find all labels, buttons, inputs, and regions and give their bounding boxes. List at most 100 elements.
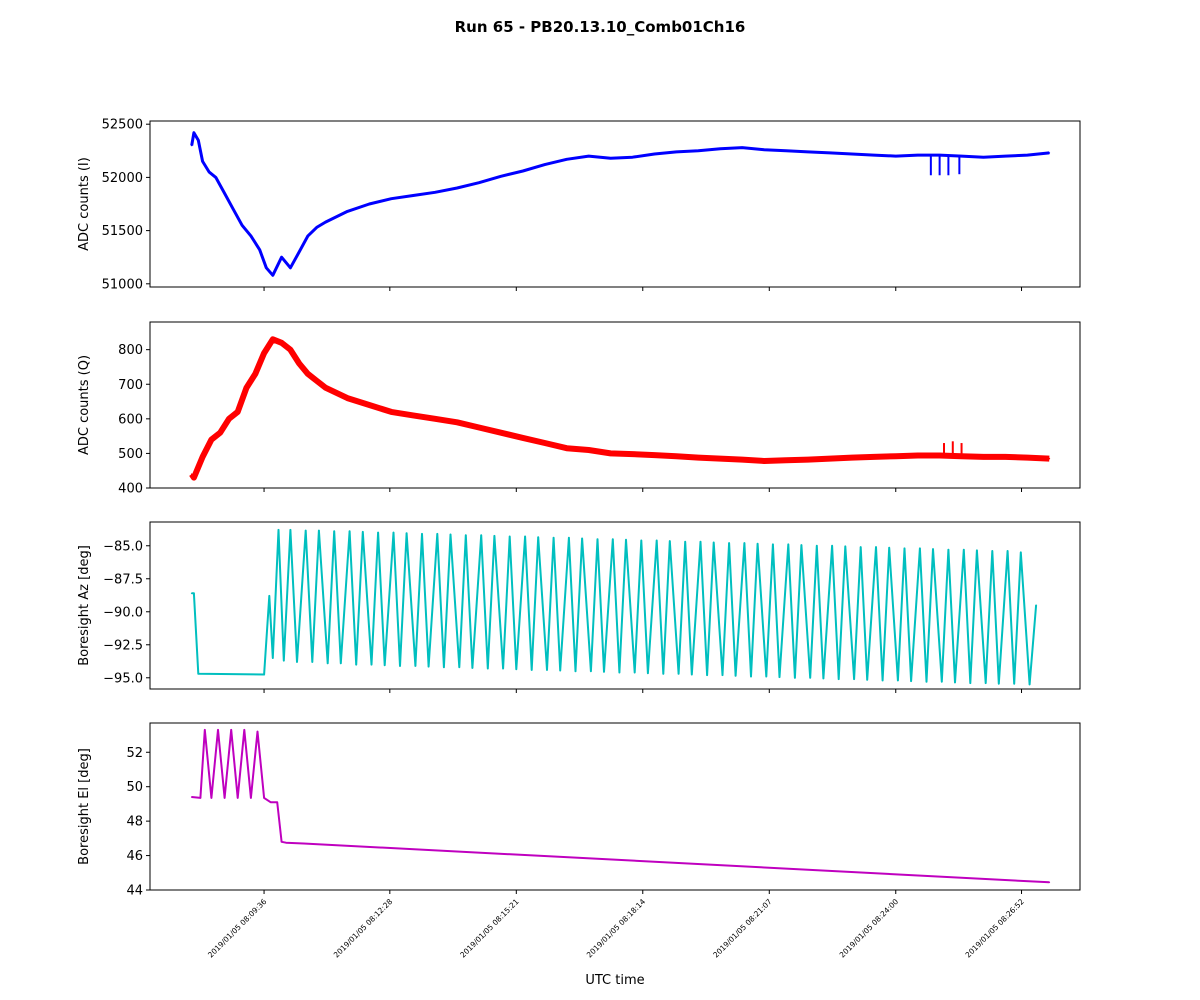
boresight-az-ytick-label: −90.0 xyxy=(103,605,143,620)
adc-q-point xyxy=(1049,458,1051,460)
boresight-az-point xyxy=(691,674,693,676)
boresight-az-point xyxy=(428,666,430,668)
boresight-az-point xyxy=(634,672,636,674)
boresight-az-point xyxy=(941,681,943,683)
adc-q-point xyxy=(412,415,414,417)
boresight-el-point xyxy=(204,729,206,731)
boresight-az-point xyxy=(553,537,555,539)
boresight-az-point xyxy=(910,680,912,682)
adc-i-point xyxy=(369,203,371,205)
boresight-az-point xyxy=(963,549,965,551)
adc-q-point xyxy=(298,363,300,365)
boresight-az-point xyxy=(641,540,643,542)
adc-q-point xyxy=(741,459,743,461)
adc-q-point xyxy=(829,458,831,460)
boresight-az-point xyxy=(992,550,994,552)
boresight-az-point xyxy=(919,548,921,550)
adc-q-point xyxy=(237,411,239,413)
boresight-az-point xyxy=(487,668,489,670)
boresight-az-point xyxy=(625,539,627,541)
adc-i-point xyxy=(198,139,200,141)
boresight-az-point xyxy=(340,663,342,665)
boresight-az-point xyxy=(1013,683,1015,685)
adc-q-point xyxy=(983,456,985,458)
boresight-az-point xyxy=(531,669,533,671)
adc-i-point xyxy=(307,235,309,237)
boresight-az-point xyxy=(678,673,680,675)
adc-q-point xyxy=(676,455,678,457)
boresight-az-point xyxy=(882,680,884,682)
boresight-az-point xyxy=(480,534,482,536)
boresight-az-point xyxy=(845,546,847,548)
boresight-az-point xyxy=(700,541,702,543)
boresight-az-point xyxy=(516,668,518,670)
adc-i-point xyxy=(325,221,327,223)
boresight-el-point xyxy=(211,797,213,799)
adc-i-point xyxy=(191,145,193,147)
boresight-az-point xyxy=(838,678,840,680)
boresight-az-point xyxy=(312,661,314,663)
adc-i-point xyxy=(224,193,226,195)
adc-q-point xyxy=(873,456,875,458)
boresight-az-point xyxy=(728,542,730,544)
boresight-az-point xyxy=(926,681,928,683)
adc-i-point xyxy=(851,153,853,155)
adc-i-point xyxy=(741,147,743,149)
boresight-el-point xyxy=(257,731,259,733)
boresight-az-point xyxy=(735,675,737,677)
adc-q-point xyxy=(211,439,213,441)
boresight-az-point xyxy=(801,544,803,546)
boresight-az-point xyxy=(948,549,950,551)
boresight-az-point xyxy=(421,533,423,535)
boresight-el-point xyxy=(230,729,232,731)
adc-q-point xyxy=(434,418,436,420)
boresight-az-point xyxy=(443,666,445,668)
adc-q-point xyxy=(566,447,568,449)
adc-i-point xyxy=(500,176,502,178)
boresight-az-point xyxy=(866,679,868,681)
boresight-az-point xyxy=(450,534,452,536)
boresight-az-point xyxy=(296,661,298,663)
boresight-az-point xyxy=(437,533,439,535)
adc-i-point xyxy=(588,155,590,157)
boresight-az-point xyxy=(932,548,934,550)
adc-q-point xyxy=(191,473,193,475)
boresight-az-point xyxy=(663,673,665,675)
boresight-az-point xyxy=(970,682,972,684)
boresight-az-point xyxy=(669,540,671,542)
adc-q-point xyxy=(1027,457,1029,459)
adc-i-point xyxy=(259,249,261,251)
adc-i-point xyxy=(233,209,235,211)
boresight-az-point xyxy=(853,678,855,680)
adc-i-point xyxy=(316,227,318,229)
boresight-az-point xyxy=(656,540,658,542)
adc-q-point xyxy=(1005,456,1007,458)
boresight-el-ytick-label: 48 xyxy=(126,815,143,830)
boresight-az-point xyxy=(766,676,768,678)
adc-i-y-axis-label: ADC counts (I) xyxy=(77,157,92,251)
boresight-az-point xyxy=(744,542,746,544)
boresight-az-point xyxy=(1035,604,1037,606)
boresight-az-point xyxy=(757,543,759,545)
boresight-az-point xyxy=(897,680,899,682)
boresight-az-point xyxy=(788,544,790,546)
adc-q-point xyxy=(263,352,265,354)
boresight-el-point xyxy=(1049,882,1051,884)
boresight-az-point xyxy=(355,664,357,666)
boresight-az-point xyxy=(305,530,307,532)
adc-i-point xyxy=(807,151,809,153)
adc-i-point xyxy=(873,154,875,156)
adc-i-point xyxy=(676,151,678,153)
adc-q-point xyxy=(228,418,230,420)
adc-i-point xyxy=(632,156,634,158)
adc-q-point xyxy=(698,457,700,459)
boresight-az-point xyxy=(377,532,379,534)
boresight-el-point xyxy=(270,801,272,803)
boresight-az-point xyxy=(263,674,265,676)
boresight-az-point xyxy=(191,593,193,595)
boresight-az-point xyxy=(198,673,200,675)
boresight-az-point xyxy=(524,536,526,538)
boresight-az-point xyxy=(290,529,292,531)
boresight-az-point xyxy=(559,670,561,672)
